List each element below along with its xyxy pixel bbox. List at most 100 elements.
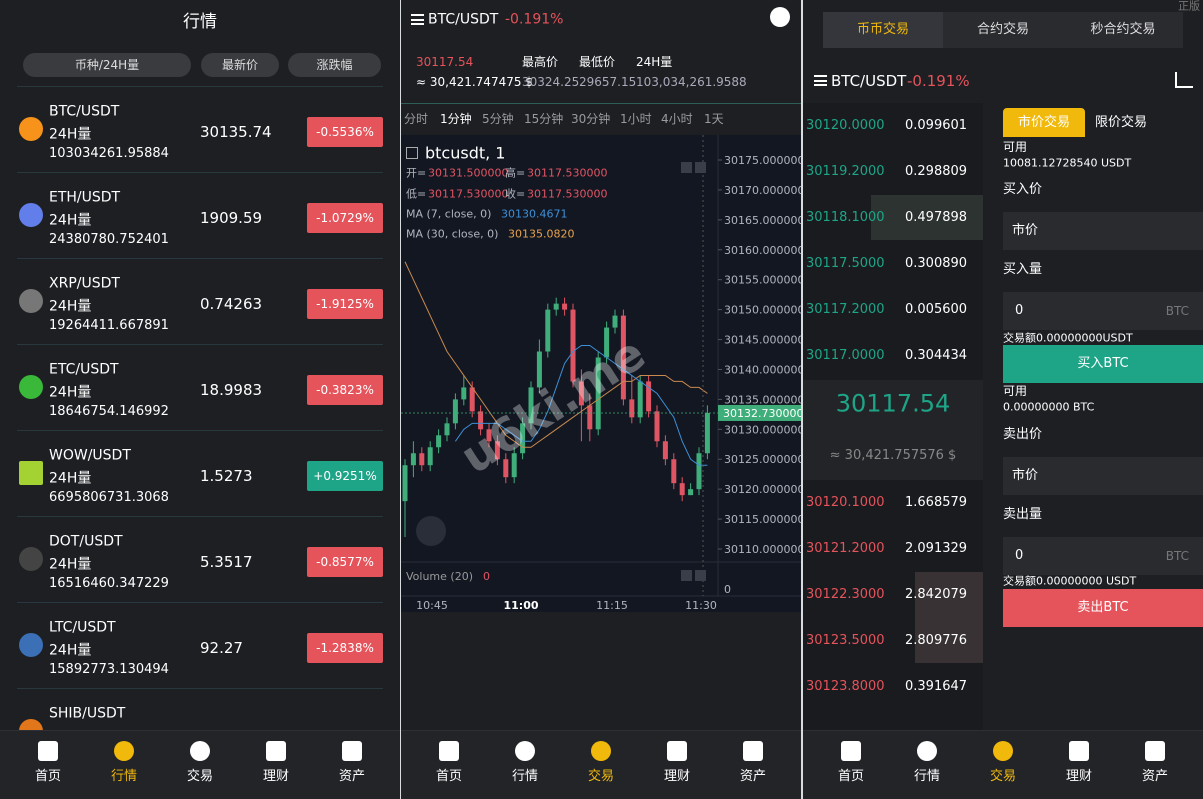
nav-label[interactable]: 首页 <box>435 769 463 785</box>
qty-input[interactable]: 0 BTC <box>1003 292 1203 330</box>
trade-tab[interactable]: 合约交易 <box>943 12 1063 48</box>
market-row[interactable]: DOT/USDT 24H量 16516460.347229 5.3517 -0.8577… <box>0 517 400 602</box>
row-divider <box>17 516 383 517</box>
market-row[interactable]: ETC/USDT 24H量 18646754.146992 18.9983 -0.382… <box>0 345 400 430</box>
nav-icon[interactable] <box>266 741 286 761</box>
sort-tab[interactable]: 涨跌幅 <box>288 53 381 77</box>
interval[interactable]: 1分钟 <box>440 111 472 126</box>
price-input-value[interactable]: 市价 <box>1012 468 1039 484</box>
pair: XRP/USDT <box>49 275 120 292</box>
candle-body <box>688 489 694 496</box>
nav-icon[interactable] <box>190 741 210 761</box>
sort-tab-label[interactable]: 最新价 <box>221 57 259 72</box>
close-button[interactable] <box>770 7 790 27</box>
price-input-value[interactable]: 市价 <box>1012 223 1039 239</box>
price: 18.9983 <box>200 381 263 399</box>
chart-icon[interactable] <box>1175 72 1193 88</box>
market-row[interactable]: WOW/USDT 24H量 6695806731.3068 1.5273 +0.9251… <box>0 431 400 516</box>
bottom-nav: 首页 行情 交易 理财 资产 <box>803 730 1203 799</box>
nav-label[interactable]: 理财 <box>1065 769 1093 785</box>
sort-tab-label[interactable]: 币种/24H量 <box>74 57 140 72</box>
candle-body <box>427 447 433 466</box>
qty-label: 卖出量 <box>1003 507 1043 523</box>
nav-icon[interactable] <box>917 741 937 761</box>
trade-tab-label[interactable]: 币币交易 <box>856 22 910 38</box>
order-tab[interactable]: 市价交易 <box>1003 108 1085 137</box>
order-tab-label[interactable]: 市价交易 <box>1017 115 1071 131</box>
nav-icon[interactable] <box>515 741 535 761</box>
y-tick-label: 30120.000000 <box>724 483 801 496</box>
nav-label[interactable]: 首页 <box>837 769 865 785</box>
interval[interactable]: 15分钟 <box>524 111 564 126</box>
nav-label[interactable]: 资产 <box>739 769 767 785</box>
interval[interactable]: 30分钟 <box>571 111 611 126</box>
nav-label[interactable]: 理财 <box>663 769 691 785</box>
nav-label[interactable]: 资产 <box>1141 769 1169 785</box>
submit-label[interactable]: 买入BTC <box>1077 356 1129 372</box>
nav-icon[interactable] <box>1069 741 1089 761</box>
nav-icon[interactable] <box>1145 741 1165 761</box>
nav-icon[interactable] <box>114 741 134 761</box>
nav-label[interactable]: 交易 <box>989 769 1017 785</box>
trade-tab-label[interactable]: 合约交易 <box>976 22 1030 38</box>
order-tab-label[interactable]: 限价交易 <box>1095 115 1148 131</box>
candle-body <box>436 435 442 448</box>
interval[interactable]: 1小时 <box>620 111 652 126</box>
nav-label[interactable]: 行情 <box>913 769 941 785</box>
submit-button[interactable]: 卖出BTC <box>1003 589 1203 627</box>
price-input[interactable]: 市价 <box>1003 457 1203 495</box>
nav-label[interactable]: 资产 <box>338 769 366 785</box>
price-input[interactable]: 市价 <box>1003 212 1203 250</box>
change: -0.3823% <box>316 382 374 397</box>
change-badge: -0.8577% <box>307 547 383 577</box>
mid-usd: ≈ 30,421.757576 $ <box>829 448 957 464</box>
stat-value: 103,034,261.9588 <box>636 74 747 89</box>
ma-label: MA (30, close, 0) <box>406 227 499 241</box>
menu-glyph <box>411 14 424 25</box>
nav-icon[interactable] <box>743 741 763 761</box>
qty-input-value[interactable]: 0 <box>1015 303 1024 319</box>
interval-bar <box>401 104 801 135</box>
sort-tab[interactable]: 最新价 <box>201 53 279 77</box>
submit-label[interactable]: 卖出BTC <box>1077 600 1129 616</box>
market-row[interactable]: LTC/USDT 24H量 15892773.130494 92.27 -1.2838% <box>0 603 400 688</box>
sort-tab[interactable]: 币种/24H量 <box>23 53 191 77</box>
candle-body <box>494 441 500 460</box>
trade-tab-label[interactable]: 秒合约交易 <box>1090 22 1156 38</box>
nav-label[interactable]: 交易 <box>587 769 615 785</box>
qty-input-value[interactable]: 0 <box>1015 548 1024 564</box>
interval[interactable]: 1天 <box>704 111 724 126</box>
nav-icon[interactable] <box>591 741 611 761</box>
market-row[interactable]: ETH/USDT 24H量 24380780.752401 1909.59 -1.072… <box>0 173 400 258</box>
sort-tab-label[interactable]: 涨跌幅 <box>316 57 353 72</box>
nav-icon[interactable] <box>841 741 861 761</box>
ohlc-label: 高= <box>505 166 526 180</box>
nav-icon[interactable] <box>667 741 687 761</box>
trade-tab[interactable]: 秒合约交易 <box>1063 12 1183 48</box>
interval[interactable]: 4小时 <box>661 111 693 126</box>
candle-body <box>562 303 568 310</box>
qty-input[interactable]: 0 BTC <box>1003 537 1203 575</box>
nav-icon[interactable] <box>342 741 362 761</box>
interval[interactable]: 分时 <box>404 111 429 126</box>
nav-label[interactable]: 交易 <box>186 769 214 785</box>
pair: BTC/USDT <box>831 72 907 90</box>
trade-tab[interactable]: 币币交易 <box>823 12 943 48</box>
nav-label[interactable]: 首页 <box>34 769 62 785</box>
nav-icon[interactable] <box>38 741 58 761</box>
interval[interactable]: 5分钟 <box>482 111 514 126</box>
ohlc-label: 开= <box>406 166 427 180</box>
coin-icon <box>19 547 43 571</box>
nav-label[interactable]: 行情 <box>511 769 539 785</box>
nav-icon[interactable] <box>439 741 459 761</box>
time-label: 11:15 <box>596 599 628 612</box>
y-tick-label: 30165.000000 <box>724 214 801 227</box>
market-row[interactable]: XRP/USDT 24H量 19264411.667891 0.74263 -1.912… <box>0 259 400 344</box>
candle-body <box>461 387 467 400</box>
current-price-tag <box>718 404 801 421</box>
nav-label[interactable]: 行情 <box>110 769 138 785</box>
market-row[interactable]: BTC/USDT 24H量 103034261.95884 30135.74 -0.55… <box>0 87 400 172</box>
nav-label[interactable]: 理财 <box>262 769 290 785</box>
submit-button[interactable]: 买入BTC <box>1003 345 1203 383</box>
nav-icon[interactable] <box>993 741 1013 761</box>
